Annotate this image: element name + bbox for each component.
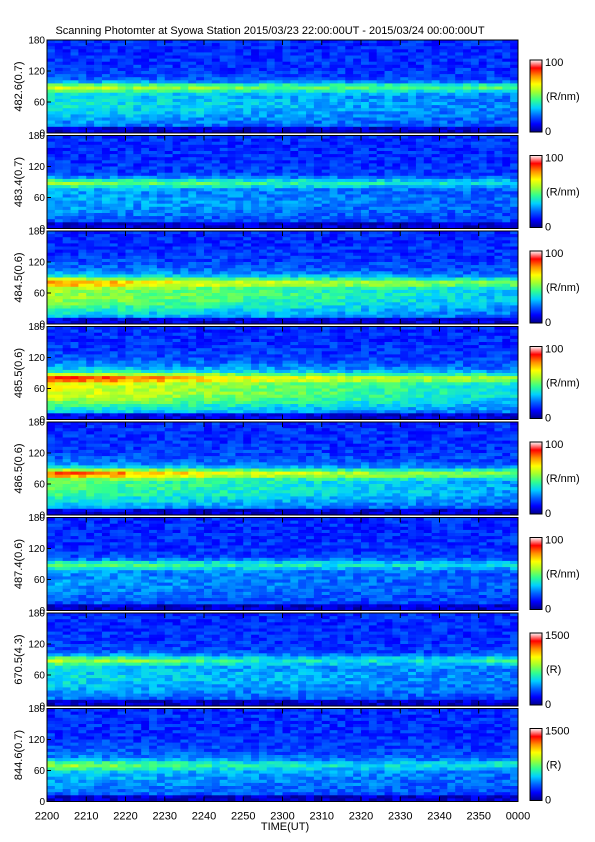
x-tick-label: 2220: [113, 811, 137, 823]
x-tick-label: 2310: [310, 811, 334, 823]
y-tick-label: 0: [39, 129, 45, 140]
colorbar-min-label: 0: [545, 604, 551, 616]
y-tick-label: 180: [28, 609, 45, 620]
y-axis-label: 483.4(0.7): [13, 157, 25, 207]
y-tick-label: 0: [39, 702, 45, 713]
y-axis-label: 486.5(0.6): [13, 443, 25, 493]
y-axis-label: 670.5(4.3): [13, 634, 25, 684]
y-tick-label: 180: [28, 36, 45, 47]
colorbar-max-label: 100: [545, 248, 563, 260]
colorbar-3: [529, 250, 543, 324]
x-tick-label: 2340: [427, 811, 451, 823]
colorbar-unit-label: (R/nm): [546, 187, 580, 199]
y-tick-label: 60: [34, 289, 46, 300]
y-tick-label: 120: [28, 544, 45, 555]
x-tick-label: 2350: [467, 811, 491, 823]
y-tick-label: 120: [28, 353, 45, 364]
y-tick-label: 180: [28, 513, 45, 524]
x-tick-label: 2300: [270, 811, 294, 823]
y-tick-label: 120: [28, 258, 45, 269]
heatmap-4: [47, 326, 519, 420]
y-tick-label: 180: [28, 322, 45, 333]
y-tick-label: 60: [34, 193, 46, 204]
x-tick-label: 0000: [506, 811, 530, 823]
heatmap-3: [47, 231, 519, 325]
y-tick-label: 0: [39, 415, 45, 426]
x-tick-label: 2330: [388, 811, 412, 823]
colorbar-unit-label: (R/nm): [546, 569, 580, 581]
colorbar-max-label: 100: [545, 439, 563, 451]
colorbar-1: [529, 59, 543, 133]
y-tick-label: 0: [39, 511, 45, 522]
y-axis-label: 484.5(0.6): [13, 252, 25, 302]
x-tick-label: 2210: [74, 811, 98, 823]
colorbar-max-label: 1500: [545, 630, 569, 642]
colorbar-unit-label: (R): [546, 760, 561, 772]
x-tick-label: 2240: [192, 811, 216, 823]
y-tick-label: 120: [28, 67, 45, 78]
colorbar-4: [529, 346, 543, 419]
colorbar-unit-label: (R/nm): [546, 378, 580, 390]
y-tick-label: 60: [34, 766, 46, 777]
y-axis-label: 844.6(0.7): [13, 730, 25, 780]
colorbar-2: [529, 155, 543, 228]
x-tick-label: 2250: [231, 811, 255, 823]
colorbar-min-label: 0: [545, 126, 551, 138]
heatmap-1: [47, 40, 519, 134]
x-tick-label: 2320: [349, 811, 373, 823]
y-tick-label: 120: [28, 640, 45, 651]
y-tick-label: 180: [28, 418, 45, 429]
colorbar-min-label: 0: [545, 699, 551, 711]
colorbar-max-label: 100: [545, 57, 563, 69]
colorbar-unit-label: (R/nm): [546, 282, 580, 294]
colorbar-min-label: 0: [545, 317, 551, 329]
colorbar-max-label: 100: [545, 344, 563, 356]
colorbar-unit-label: (R/nm): [546, 473, 580, 485]
chart-title: Scanning Photomter at Syowa Station 2015…: [55, 25, 485, 37]
y-tick-label: 0: [39, 224, 45, 235]
colorbar-min-label: 0: [545, 222, 551, 234]
y-tick-label: 0: [39, 797, 45, 808]
colorbar-unit-label: (R): [546, 664, 561, 676]
colorbar-max-label: 1500: [545, 726, 569, 738]
colorbar-max-label: 100: [545, 153, 563, 165]
y-axis-label: 485.5(0.6): [13, 348, 25, 398]
colorbar-min-label: 0: [545, 795, 551, 807]
y-tick-label: 120: [28, 735, 45, 746]
y-tick-label: 0: [39, 606, 45, 617]
y-tick-label: 60: [34, 480, 46, 491]
heatmap-6: [47, 517, 519, 611]
colorbar-unit-label: (R/nm): [546, 91, 580, 103]
heatmap-2: [47, 135, 519, 229]
y-axis-label: 482.6(0.7): [13, 61, 25, 111]
y-tick-label: 60: [34, 384, 46, 395]
colorbar-5: [529, 441, 543, 515]
colorbar-min-label: 0: [545, 508, 551, 520]
y-tick-label: 180: [28, 131, 45, 142]
x-tick-label: 2200: [35, 811, 59, 823]
y-tick-label: 60: [34, 671, 46, 682]
colorbar-7: [529, 632, 543, 706]
heatmap-5: [47, 422, 519, 516]
y-tick-label: 120: [28, 449, 45, 460]
heatmap-7: [47, 613, 519, 707]
y-tick-label: 60: [34, 575, 46, 586]
colorbar-6: [529, 537, 543, 610]
x-tick-label: 2230: [153, 811, 177, 823]
y-tick-label: 60: [34, 98, 46, 109]
colorbar-8: [529, 728, 543, 801]
y-tick-label: 0: [39, 320, 45, 331]
colorbar-max-label: 100: [545, 535, 563, 547]
x-axis-label: TIME(UT): [260, 821, 310, 833]
y-tick-label: 180: [28, 227, 45, 238]
heatmap-8: [47, 708, 519, 802]
y-tick-label: 120: [28, 162, 45, 173]
colorbar-min-label: 0: [545, 413, 551, 425]
y-axis-label: 487.4(0.6): [13, 539, 25, 589]
y-tick-label: 180: [28, 704, 45, 715]
